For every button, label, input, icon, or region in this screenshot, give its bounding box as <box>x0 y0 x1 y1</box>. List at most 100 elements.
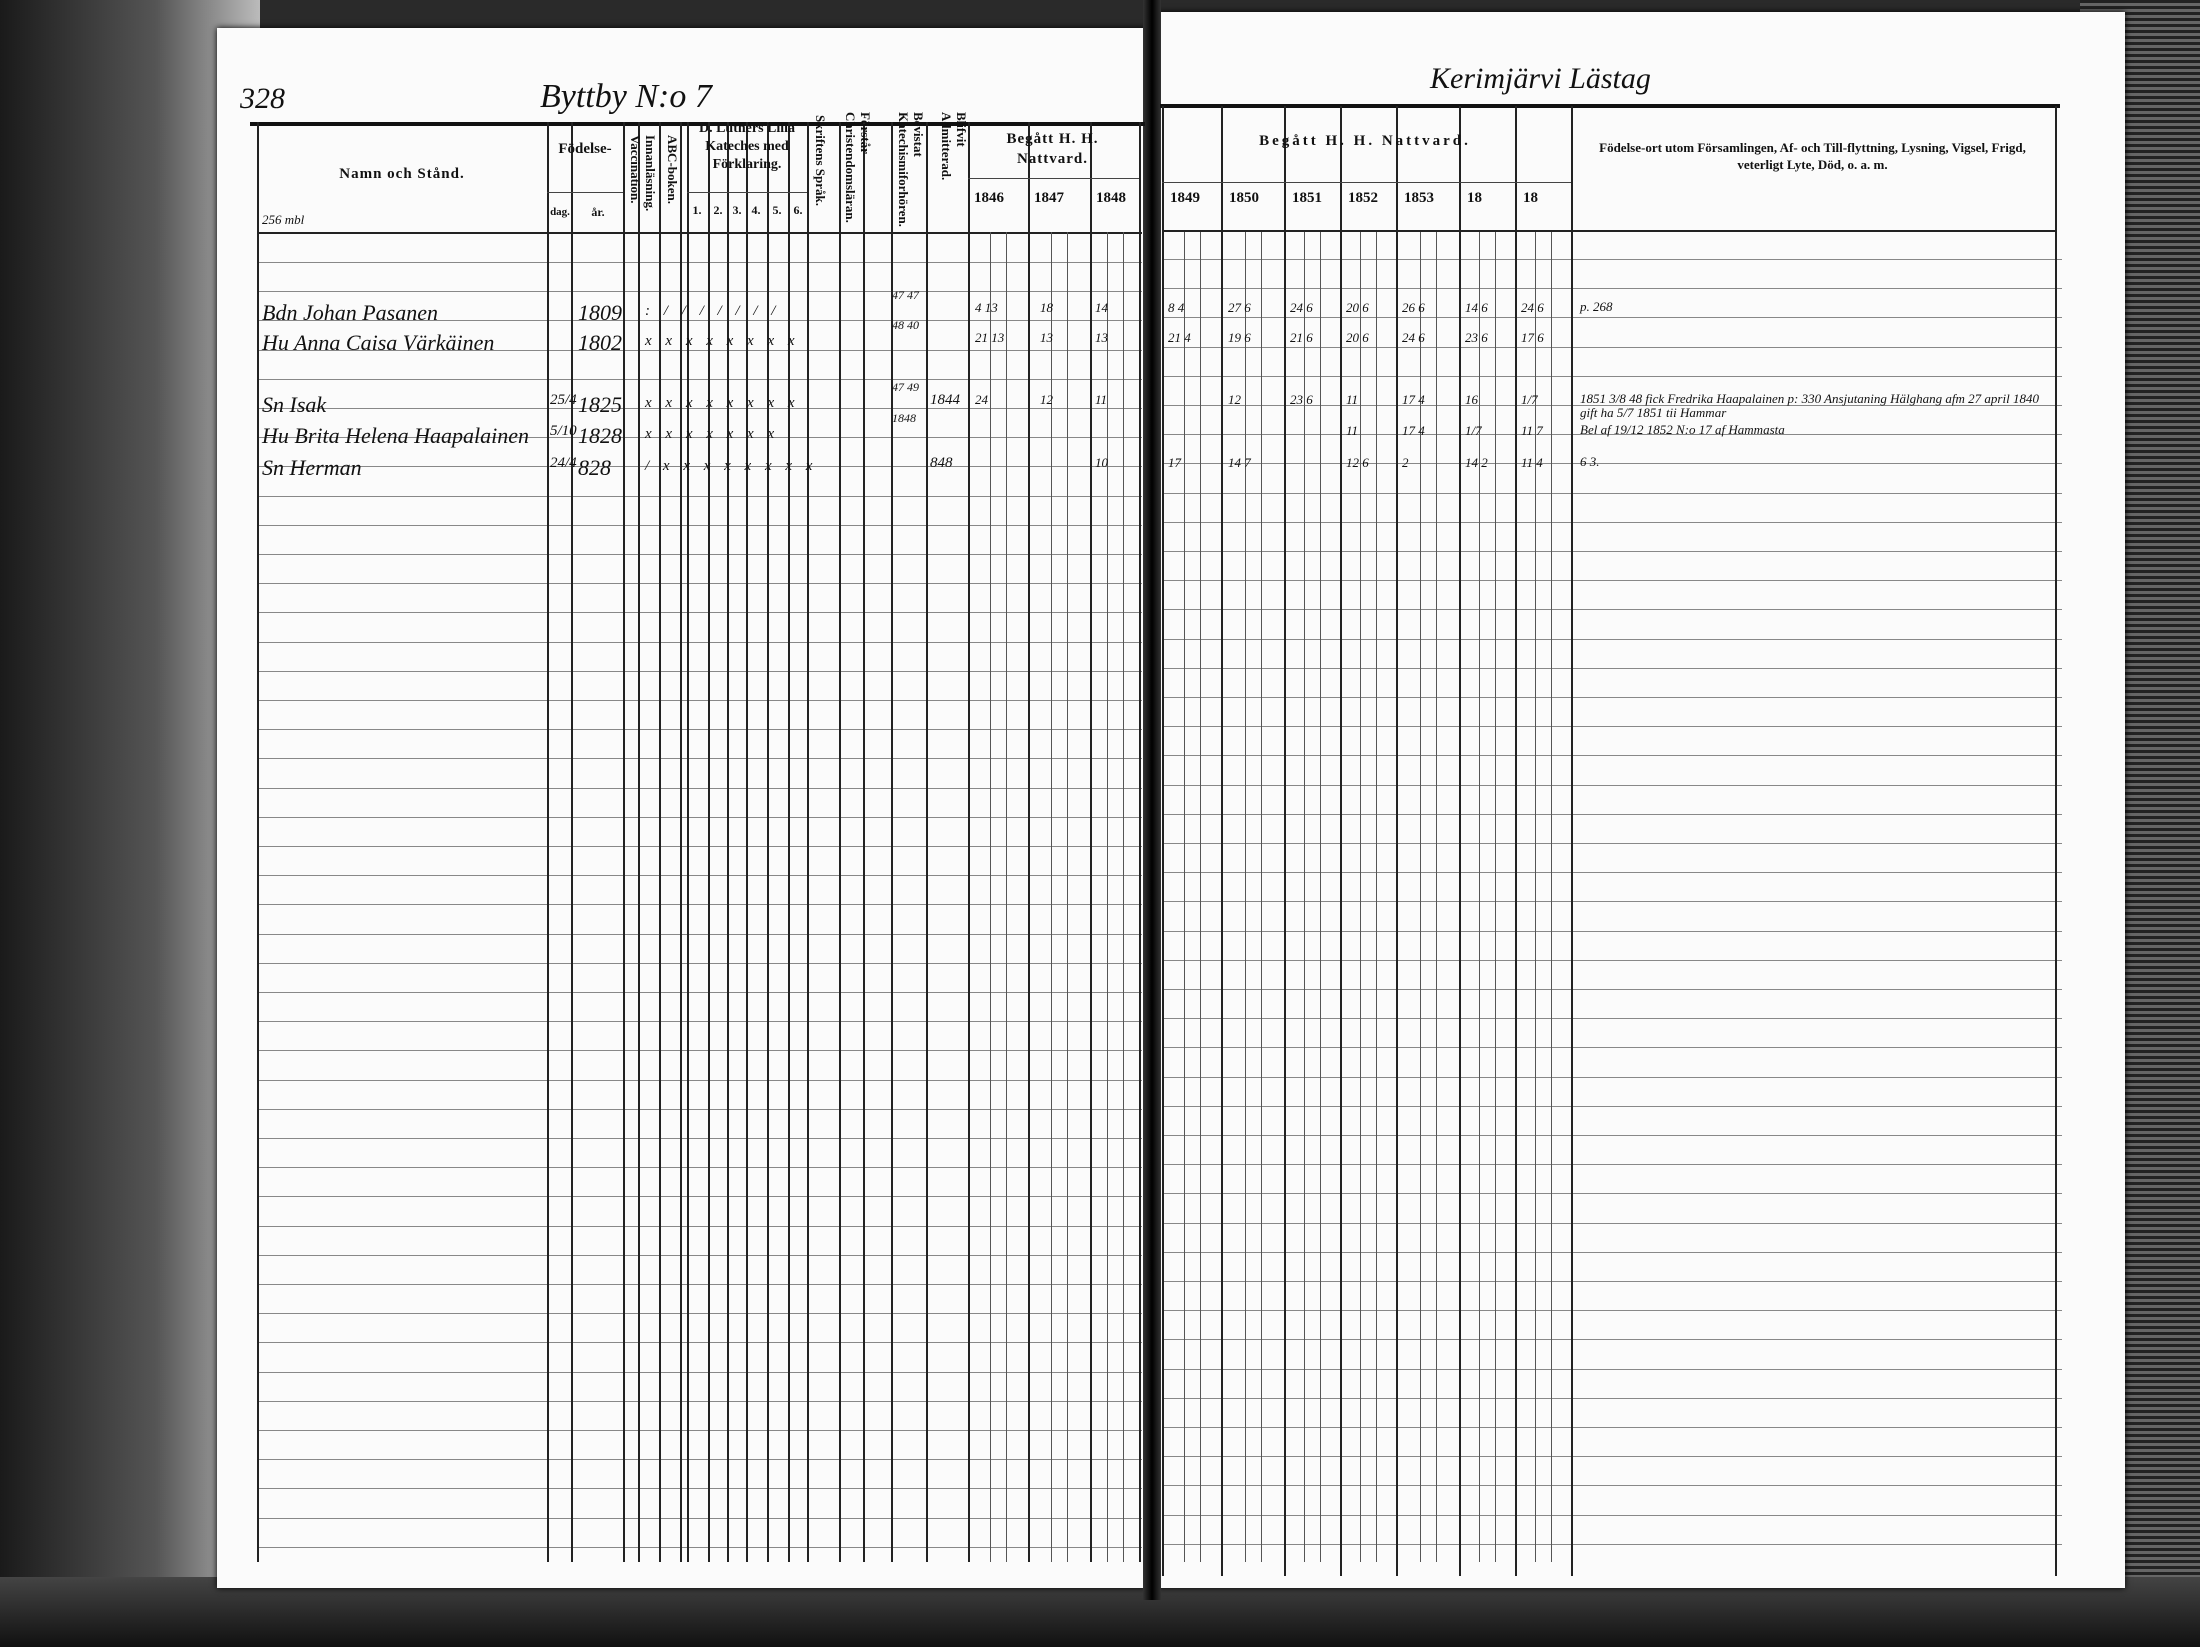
row-rule <box>257 729 1142 731</box>
entry-communion-right: 17 4 <box>1402 423 1425 438</box>
header-vaccination: Vaccination. <box>627 135 643 204</box>
row-rule <box>257 933 1142 935</box>
years-subheader-rule-right <box>1162 182 1571 183</box>
column-rule <box>2055 106 2057 1576</box>
header-abc: ABC-boken. <box>664 135 680 204</box>
header-year-left: 1848 <box>1096 190 1126 206</box>
row-rule <box>1162 346 2062 348</box>
row-rule <box>1162 1368 2062 1370</box>
entry-communion-right: 27 6 <box>1228 300 1251 315</box>
column-rule <box>1090 122 1092 1562</box>
column-rule <box>839 122 841 1562</box>
entry-communion-right: 1/7 <box>1465 423 1482 438</box>
header-notes: Födelse-ort utom Församlingen, Af- och T… <box>1599 140 2026 172</box>
row-rule <box>1162 609 2062 611</box>
header-birth: Födelse- <box>558 141 612 157</box>
row-rule <box>257 1517 1142 1519</box>
header-reading: Innanläsning. <box>642 135 658 212</box>
header-catechism-part: 6. <box>793 203 803 217</box>
row-rule <box>257 262 1142 263</box>
entry-admitted: 1844 <box>930 392 960 408</box>
row-rule <box>1162 259 2062 260</box>
sub-column-rule <box>1067 232 1068 1562</box>
row-rule <box>257 1430 1142 1431</box>
header-catechism-part: 4. <box>751 203 761 217</box>
header-bottom-rule <box>257 232 1142 234</box>
page-number: 328 <box>240 82 285 115</box>
row-rule <box>257 1167 1142 1169</box>
row-rule <box>257 846 1142 847</box>
row-rule <box>1162 872 2062 874</box>
row-rule <box>1162 1339 2062 1341</box>
row-rule <box>257 437 1142 439</box>
header-communion-left: Begått H. H. Nattvard. <box>1006 131 1099 167</box>
sub-column-rule <box>1360 232 1361 1562</box>
sub-column-rule <box>1006 232 1007 1562</box>
row-rule <box>1162 1047 2062 1049</box>
row-rule <box>257 700 1142 701</box>
header-examinations: Bevistat Katechismiforhören. <box>895 112 926 227</box>
sub-column-rule <box>1051 232 1052 1562</box>
row-rule <box>1162 288 2062 290</box>
years-subheader-rule <box>968 178 1139 179</box>
row-rule <box>1162 1105 2062 1107</box>
sub-column-rule <box>1183 232 1185 1562</box>
entry-admitted: 848 <box>930 455 953 471</box>
entry-examinations: 48 40 <box>892 318 919 332</box>
entry-communion: 11 <box>1095 392 1108 407</box>
row-rule <box>1162 726 2062 728</box>
row-rule <box>1162 1310 2062 1312</box>
row-rule <box>1162 1397 2062 1399</box>
entry-marks: x x x x x x x <box>645 426 780 442</box>
entry-communion-right: 11 4 <box>1521 455 1543 470</box>
row-rule <box>1162 1251 2062 1253</box>
row-rule <box>257 1459 1142 1461</box>
sub-column-rule <box>1122 232 1124 1562</box>
row-rule <box>257 1546 1142 1548</box>
entry-communion: 13 <box>1095 330 1108 345</box>
row-rule <box>257 554 1142 555</box>
entry-communion-right: 19 6 <box>1228 330 1251 345</box>
header-catechism-part: 1. <box>692 203 702 217</box>
row-rule <box>1162 667 2062 669</box>
village-title: Byttby N:o 7 <box>540 78 712 115</box>
entry-birth-day: 5/10 <box>550 423 577 439</box>
row-rule <box>257 378 1142 380</box>
column-rule <box>659 122 661 1562</box>
row-rule <box>257 1108 1142 1110</box>
column-rule <box>1221 106 1223 1576</box>
entry-communion-right: 11 <box>1346 392 1359 407</box>
column-rule <box>727 122 729 1562</box>
column-rule <box>547 122 549 1562</box>
row-rule <box>257 583 1142 585</box>
column-rule <box>863 122 865 1562</box>
sub-column-rule <box>1304 232 1305 1562</box>
row-rule <box>257 1021 1142 1023</box>
row-rule <box>257 670 1142 672</box>
sub-column-rule <box>1435 232 1437 1562</box>
entry-communion: 14 <box>1095 300 1108 315</box>
table-top-border-right <box>1160 104 2060 108</box>
sub-column-rule <box>1106 232 1108 1562</box>
row-rule <box>1162 697 2062 698</box>
row-rule <box>257 524 1142 526</box>
entry-name: Hu Anna Caisa Värkäinen <box>262 330 495 355</box>
row-rule <box>257 1138 1142 1139</box>
header-scripture: Skriftens Språk. <box>812 115 828 207</box>
row-rule <box>1162 580 2062 582</box>
entry-note: p. 268 <box>1580 299 1613 314</box>
row-rule <box>257 1342 1142 1344</box>
entry-communion-right: 8 4 <box>1168 300 1185 315</box>
column-rule <box>807 122 809 1562</box>
entry-note: Bel af 19/12 1852 N:o 17 af Hammasta <box>1580 422 1785 437</box>
column-rule <box>1396 106 1398 1576</box>
row-rule <box>257 1196 1142 1198</box>
row-rule <box>1162 317 2062 319</box>
row-rule <box>257 758 1142 760</box>
row-rule <box>257 962 1142 964</box>
column-rule <box>708 122 710 1562</box>
column-rule <box>891 122 893 1562</box>
column-rule <box>257 122 259 1562</box>
entry-examinations: 47 47 <box>892 288 919 302</box>
right-heading: Kerimjärvi Lästag <box>1430 62 1651 95</box>
